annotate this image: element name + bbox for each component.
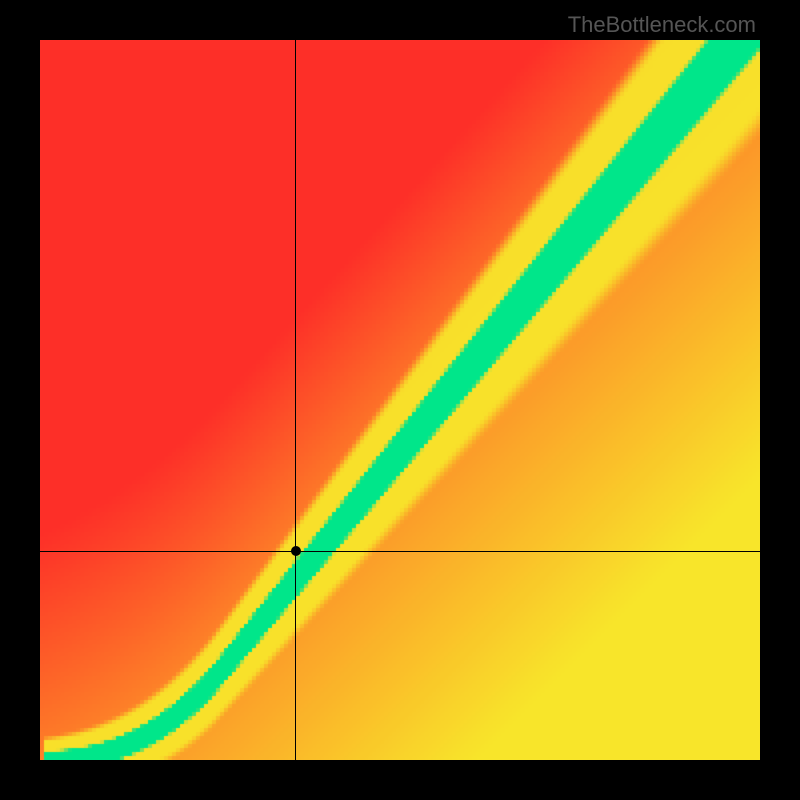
chart-root: TheBottleneck.com <box>0 0 800 800</box>
crosshair-marker <box>291 546 301 556</box>
crosshair-horizontal <box>40 551 760 552</box>
crosshair-vertical <box>295 40 296 760</box>
watermark-text: TheBottleneck.com <box>568 12 756 38</box>
bottleneck-heatmap <box>40 40 760 760</box>
